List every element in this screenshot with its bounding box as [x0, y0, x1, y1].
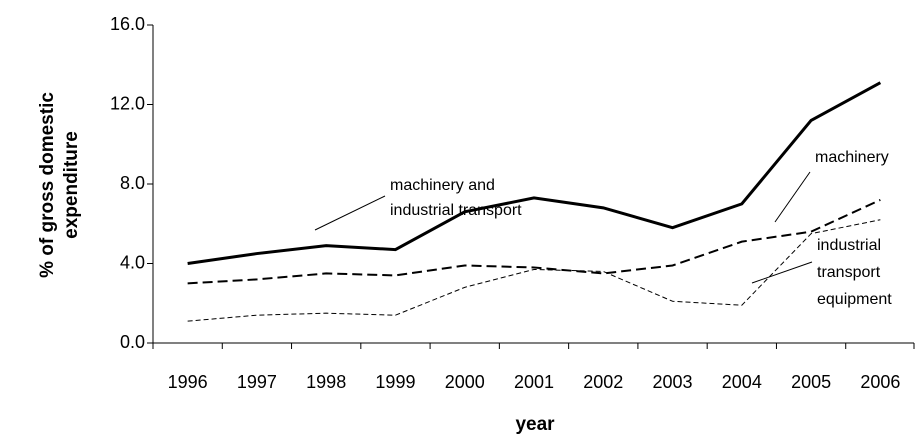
series-line [187, 81, 882, 265]
x-tick-label: 2004 [722, 372, 762, 392]
x-tick-label: 1996 [168, 372, 208, 392]
x-tick-label: 2001 [514, 372, 554, 392]
y-axis-title: % of gross domestic expenditure [37, 92, 82, 278]
x-tick-label: 2002 [583, 372, 623, 392]
y-tick-label: 8.0 [120, 173, 145, 193]
x-axis-title: year [515, 414, 555, 435]
series-line [187, 219, 881, 322]
y-tick-label: 16.0 [110, 14, 145, 34]
y-tick-label: 12.0 [110, 93, 145, 113]
series-label: industrial transport equipment [817, 237, 892, 308]
x-tick-label: 2003 [653, 372, 693, 392]
leader-line [314, 195, 386, 231]
x-tick-label: 1999 [375, 372, 415, 392]
y-tick-label: 4.0 [120, 252, 145, 272]
series-label: machinery [815, 149, 889, 166]
leader-line [751, 261, 813, 284]
series-line [187, 198, 881, 285]
x-tick-label: 2005 [791, 372, 831, 392]
leader-line [774, 171, 811, 223]
x-tick-label: 1997 [237, 372, 277, 392]
x-tick-label: 2000 [445, 372, 485, 392]
x-tick-label: 2006 [860, 372, 900, 392]
x-tick-label: 1998 [306, 372, 346, 392]
y-tick-label: 0.0 [120, 332, 145, 352]
series-label: machinery and industrial transport [390, 177, 522, 219]
